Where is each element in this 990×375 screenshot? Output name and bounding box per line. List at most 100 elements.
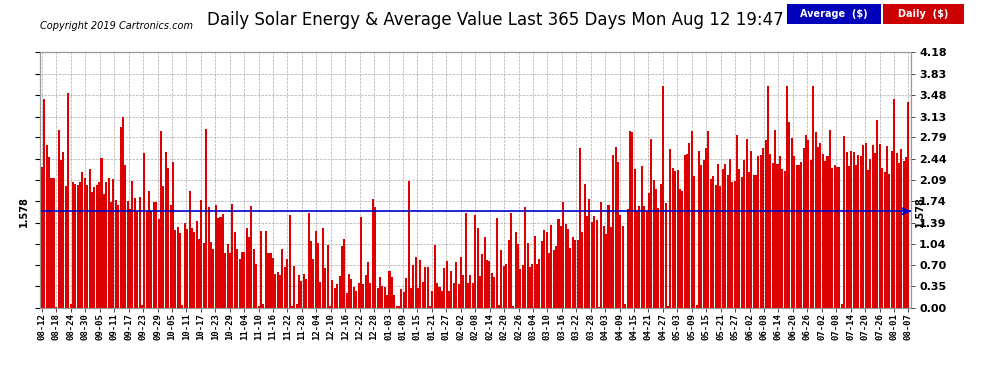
Bar bbox=[260, 231, 262, 308]
Bar bbox=[188, 191, 190, 308]
Bar bbox=[476, 228, 478, 308]
Bar bbox=[360, 217, 362, 308]
Text: Average  ($): Average ($) bbox=[800, 9, 868, 19]
Bar bbox=[612, 154, 614, 308]
Bar bbox=[548, 253, 550, 308]
Bar bbox=[479, 276, 481, 308]
Bar bbox=[647, 193, 650, 308]
Bar bbox=[608, 205, 610, 308]
Bar bbox=[325, 268, 327, 308]
Bar bbox=[710, 178, 712, 308]
Bar bbox=[417, 288, 419, 308]
Bar bbox=[148, 190, 150, 308]
Bar bbox=[467, 283, 469, 308]
Bar bbox=[276, 272, 278, 308]
Bar bbox=[888, 174, 890, 308]
Bar bbox=[544, 230, 545, 308]
Bar bbox=[286, 259, 288, 308]
Bar bbox=[139, 197, 141, 308]
Bar bbox=[484, 237, 486, 308]
Bar bbox=[113, 179, 115, 308]
Bar bbox=[334, 288, 336, 308]
Bar bbox=[350, 279, 352, 308]
Bar bbox=[81, 172, 83, 308]
Bar bbox=[574, 240, 576, 308]
Bar bbox=[196, 221, 198, 308]
Bar bbox=[557, 219, 559, 308]
Bar bbox=[129, 209, 131, 308]
Bar bbox=[403, 292, 405, 308]
Bar bbox=[596, 220, 598, 308]
Bar bbox=[57, 130, 59, 308]
Bar bbox=[605, 234, 607, 308]
Bar bbox=[222, 214, 224, 308]
Bar bbox=[908, 102, 910, 308]
Bar bbox=[310, 241, 312, 308]
Bar bbox=[712, 176, 714, 308]
Bar bbox=[412, 266, 415, 308]
Bar bbox=[460, 257, 462, 307]
Bar bbox=[393, 295, 395, 307]
Bar bbox=[534, 236, 536, 308]
Bar bbox=[610, 227, 612, 308]
Bar bbox=[562, 202, 564, 308]
Bar bbox=[448, 291, 450, 308]
Bar bbox=[137, 211, 139, 308]
Bar bbox=[441, 291, 443, 308]
Bar bbox=[493, 277, 495, 308]
Bar bbox=[115, 200, 117, 308]
Bar bbox=[720, 186, 722, 308]
Bar bbox=[284, 267, 286, 308]
Bar bbox=[905, 157, 907, 308]
Bar bbox=[515, 232, 517, 308]
Bar bbox=[186, 229, 188, 308]
Bar bbox=[810, 160, 812, 308]
Bar bbox=[698, 151, 700, 308]
Bar bbox=[729, 159, 731, 308]
Bar bbox=[622, 226, 624, 308]
Bar bbox=[220, 217, 222, 308]
Bar bbox=[205, 129, 207, 308]
Bar bbox=[832, 168, 834, 308]
Bar bbox=[893, 99, 895, 308]
Bar bbox=[781, 170, 783, 308]
Bar bbox=[305, 279, 307, 308]
Bar bbox=[824, 160, 826, 308]
Bar bbox=[700, 165, 702, 308]
Bar bbox=[46, 145, 48, 308]
Bar bbox=[298, 275, 300, 308]
Bar bbox=[660, 184, 662, 308]
Bar bbox=[567, 229, 569, 308]
Bar bbox=[408, 181, 410, 308]
Bar bbox=[152, 202, 154, 308]
Bar bbox=[339, 276, 341, 308]
Bar bbox=[269, 253, 271, 308]
Bar bbox=[160, 131, 162, 308]
Bar bbox=[450, 271, 452, 308]
Bar bbox=[469, 275, 471, 308]
Bar bbox=[452, 283, 454, 308]
Bar bbox=[669, 148, 671, 308]
Bar bbox=[315, 231, 317, 308]
Bar bbox=[505, 264, 507, 308]
Bar bbox=[662, 86, 664, 308]
Bar bbox=[674, 171, 676, 308]
Bar bbox=[472, 283, 474, 308]
Bar bbox=[429, 306, 431, 308]
Bar bbox=[41, 167, 43, 308]
Bar bbox=[262, 304, 264, 307]
Bar bbox=[322, 228, 324, 308]
Bar bbox=[898, 164, 900, 308]
Bar bbox=[776, 164, 778, 308]
Bar bbox=[439, 287, 441, 308]
Bar bbox=[667, 306, 669, 308]
Bar bbox=[498, 304, 500, 307]
Bar bbox=[520, 268, 522, 308]
Bar bbox=[239, 259, 241, 308]
Bar bbox=[522, 266, 524, 308]
Bar bbox=[434, 244, 436, 308]
Bar bbox=[847, 166, 850, 308]
Bar bbox=[569, 248, 571, 308]
Bar bbox=[684, 154, 686, 308]
Bar bbox=[344, 239, 346, 308]
